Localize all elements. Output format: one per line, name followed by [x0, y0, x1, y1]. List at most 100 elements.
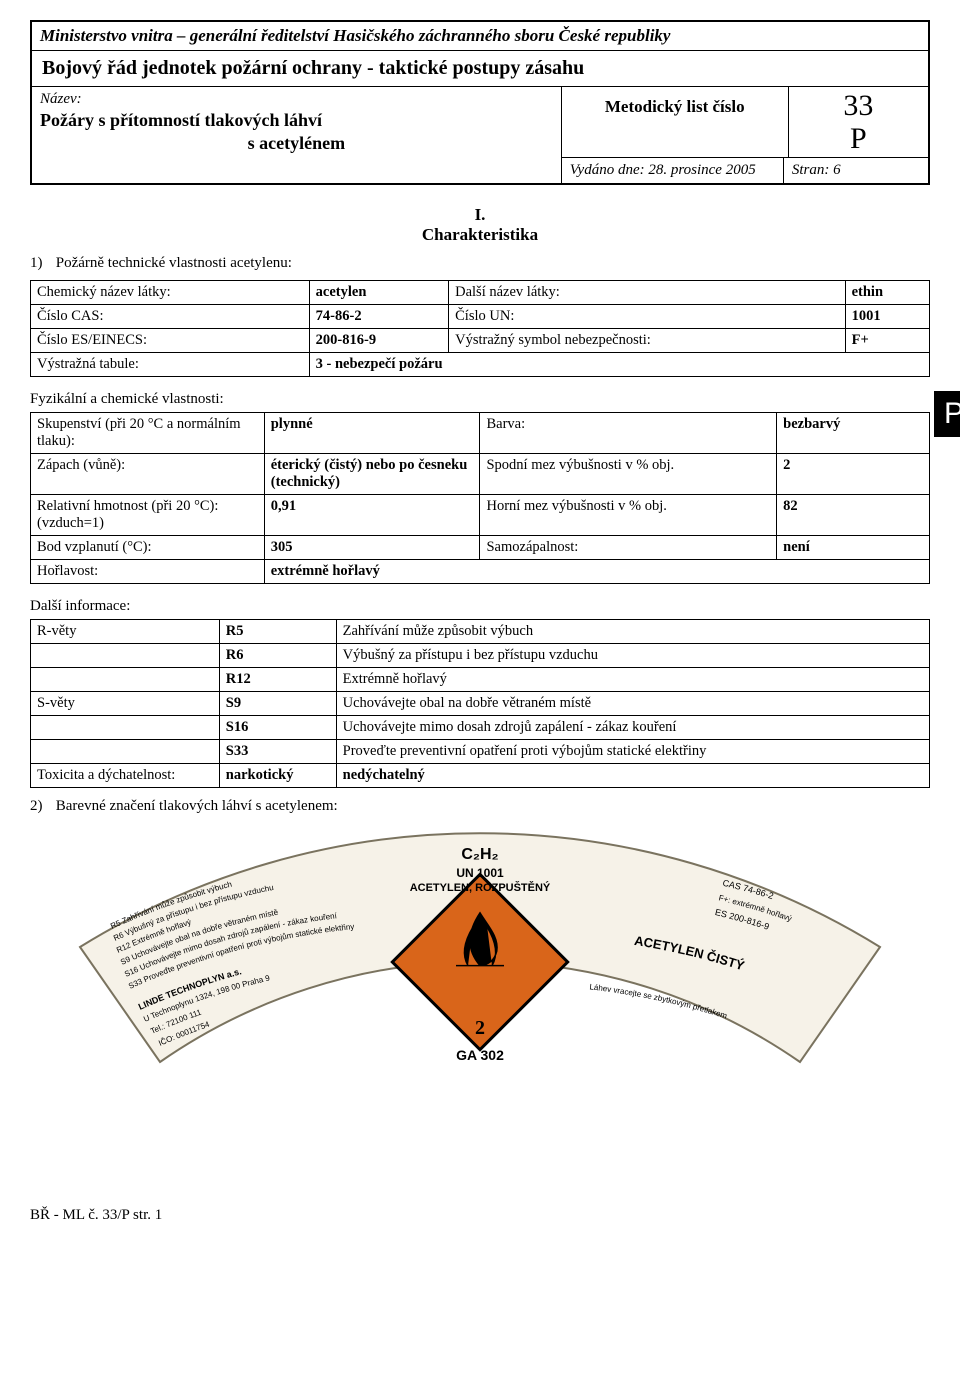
cell: acetylen: [309, 281, 448, 305]
cell-val: 74-86-2: [316, 308, 362, 324]
cell: Spodní mez výbušnosti v % obj.: [480, 454, 777, 495]
cell: R-věty: [31, 620, 220, 644]
phys-title: Fyzikální a chemické vlastnosti:: [30, 391, 930, 408]
label-name: ACETYLEN, ROZPUŠTĚNÝ: [410, 881, 551, 894]
cell: [31, 740, 220, 764]
cell: 305: [264, 536, 480, 560]
header-box: Ministerstvo vnitra – generální ředitels…: [30, 20, 930, 185]
cell: Extrémně hořlavý: [336, 668, 929, 692]
cell: plynné: [264, 413, 480, 454]
cell-val: 0,91: [271, 498, 296, 514]
cell: Číslo CAS:: [31, 305, 310, 329]
cell-val: 82: [783, 498, 798, 514]
cell: R5: [219, 620, 336, 644]
cell: narkotický: [219, 764, 336, 788]
cell: Barva:: [480, 413, 777, 454]
cell-val: plynné: [271, 416, 313, 432]
cell: Číslo ES/EINECS:: [31, 329, 310, 353]
cell-val: S16: [226, 719, 249, 735]
cell-val: není: [783, 539, 810, 555]
cell-val: S9: [226, 695, 241, 711]
header-right-bot: Vydáno dne: 28. prosince 2005 Stran: 6: [562, 158, 928, 183]
cell: Proveďte preventivní opatření proti výbo…: [336, 740, 929, 764]
cell: Toxicita a dýchatelnost:: [31, 764, 220, 788]
cell-val: R5: [226, 623, 244, 639]
side-tab-p: P: [934, 391, 960, 437]
cell: Bod vzplanutí (°C):: [31, 536, 265, 560]
table-row: Číslo CAS: 74-86-2 Číslo UN: 1001: [31, 305, 930, 329]
cell: S-věty: [31, 692, 220, 716]
cell: 74-86-2: [309, 305, 448, 329]
cell: Výstražný symbol nebezpečnosti:: [449, 329, 845, 353]
cell: extrémně hořlavý: [264, 560, 929, 584]
item-1: 1) Požárně technické vlastnosti acetylen…: [30, 255, 930, 272]
nazev-value-2: s acetylénem: [40, 133, 553, 154]
item-2-num: 2): [30, 798, 52, 815]
table-row: Výstražná tabule: 3 - nebezpečí požáru: [31, 353, 930, 377]
table-row: Bod vzplanutí (°C): 305 Samozápalnost: n…: [31, 536, 930, 560]
cell: 3 - nebezpečí požáru: [309, 353, 929, 377]
nazev-cell: Název: Požáry s přítomností tlakových lá…: [32, 87, 562, 183]
info-title: Další informace:: [30, 598, 930, 615]
nazev-value-1: Požáry s přítomností tlakových láhví: [40, 110, 553, 131]
diamond-number: 2: [475, 1017, 485, 1039]
metod-list-label: Metodický list číslo: [562, 87, 789, 157]
label-formula: C₂H₂: [461, 846, 498, 863]
cell: Zápach (vůně):: [31, 454, 265, 495]
cell: S16: [219, 716, 336, 740]
cell: bezbarvý: [777, 413, 930, 454]
nazev-label: Název:: [40, 91, 553, 108]
cell: [31, 716, 220, 740]
cell: 0,91: [264, 495, 480, 536]
cell: Uchovávejte mimo dosah zdrojů zapálení -…: [336, 716, 929, 740]
doc-title: Bojový řád jednotek požární ochrany - ta…: [32, 51, 928, 87]
cylinder-label: 2 C₂H₂ UN 1001 ACETYLEN, ROZPUŠTĚNÝ GA 3…: [30, 827, 930, 1087]
cell: Výbušný za přístupu i bez přístupu vzduc…: [336, 644, 929, 668]
item-1-num: 1): [30, 255, 52, 272]
cell: 82: [777, 495, 930, 536]
cell: S9: [219, 692, 336, 716]
cell: Horní mez výbušnosti v % obj.: [480, 495, 777, 536]
table-row: Relativní hmotnost (při 20 °C): (vzduch=…: [31, 495, 930, 536]
ministry-line: Ministerstvo vnitra – generální ředitels…: [32, 22, 928, 51]
sheet-letter: P: [850, 122, 867, 155]
cell: 200-816-9: [309, 329, 448, 353]
cell: [31, 668, 220, 692]
table-row: Číslo ES/EINECS: 200-816-9 Výstražný sym…: [31, 329, 930, 353]
table-row: R-věty R5 Zahřívání může způsobit výbuch: [31, 620, 930, 644]
cell-val: bezbarvý: [783, 416, 840, 432]
cell-val: R12: [226, 671, 251, 687]
header-right-top: Metodický list číslo 33 P: [562, 87, 928, 158]
cell-val: extrémně hořlavý: [271, 563, 380, 579]
stran: Stran: 6: [784, 158, 928, 183]
page-footer: BŘ - ML č. 33/P str. 1: [30, 1207, 930, 1224]
cell-val: S33: [226, 743, 249, 759]
header-right: Metodický list číslo 33 P Vydáno dne: 28…: [562, 87, 928, 183]
section-1-title: I. Charakteristika: [30, 205, 930, 245]
cell-val: éterický (čistý) nebo po česneku (techni…: [271, 457, 468, 490]
label-un: UN 1001: [456, 866, 504, 880]
cell: Hořlavost:: [31, 560, 265, 584]
table-row: Toxicita a dýchatelnost: narkotický nedý…: [31, 764, 930, 788]
cell: S33: [219, 740, 336, 764]
vydano: Vydáno dne: 28. prosince 2005: [562, 158, 784, 183]
table-row: R12 Extrémně hořlavý: [31, 668, 930, 692]
cell-val: narkotický: [226, 767, 294, 783]
section-name: Charakteristika: [422, 225, 538, 244]
item-2: 2) Barevné značení tlakových láhví s ace…: [30, 798, 930, 815]
table-identification: Chemický název látky: acetylen Další náz…: [30, 280, 930, 377]
cell: Skupenství (při 20 °C a normálním tlaku)…: [31, 413, 265, 454]
table-row: S33 Proveďte preventivní opatření proti …: [31, 740, 930, 764]
table-row: Skupenství (při 20 °C a normálním tlaku)…: [31, 413, 930, 454]
table-row: S-věty S9 Uchovávejte obal na dobře větr…: [31, 692, 930, 716]
cell: Samozápalnost:: [480, 536, 777, 560]
label-svg: 2 C₂H₂ UN 1001 ACETYLEN, ROZPUŠTĚNÝ GA 3…: [40, 827, 920, 1087]
sheet-num: 33: [843, 89, 873, 122]
cell-val: ethin: [852, 284, 883, 300]
cell: Uchovávejte obal na dobře větraném místě: [336, 692, 929, 716]
table-physical: Skupenství (při 20 °C a normálním tlaku)…: [30, 412, 930, 584]
cell: éterický (čistý) nebo po česneku (techni…: [264, 454, 480, 495]
cell-val: nedýchatelný: [343, 767, 425, 783]
cell-val: 3 - nebezpečí požáru: [316, 356, 443, 372]
table-info: R-věty R5 Zahřívání může způsobit výbuch…: [30, 619, 930, 788]
